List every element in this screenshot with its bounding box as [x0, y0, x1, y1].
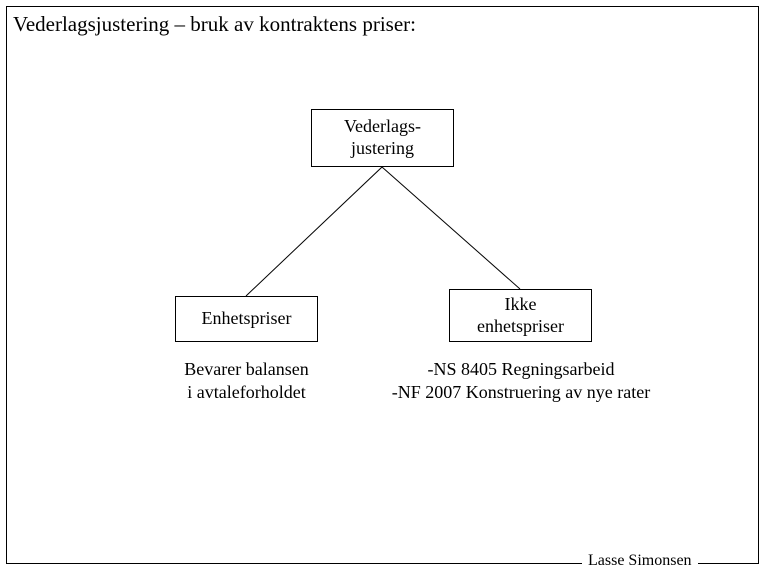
caption-right: -NS 8405 Regningsarbeid -NF 2007 Konstru… [378, 358, 664, 403]
node-left: Enhetspriser [175, 296, 318, 342]
outer-frame [6, 6, 759, 564]
node-top: Vederlags- justering [311, 109, 454, 167]
slide-title: Vederlagsjustering – bruk av kontraktens… [13, 12, 416, 37]
caption-left: Bevarer balansen i avtaleforholdet [175, 358, 318, 403]
diagram-canvas: Vederlagsjustering – bruk av kontraktens… [0, 0, 765, 570]
author-label: Lasse Simonsen [582, 552, 698, 570]
node-right: Ikke enhetspriser [449, 289, 592, 342]
